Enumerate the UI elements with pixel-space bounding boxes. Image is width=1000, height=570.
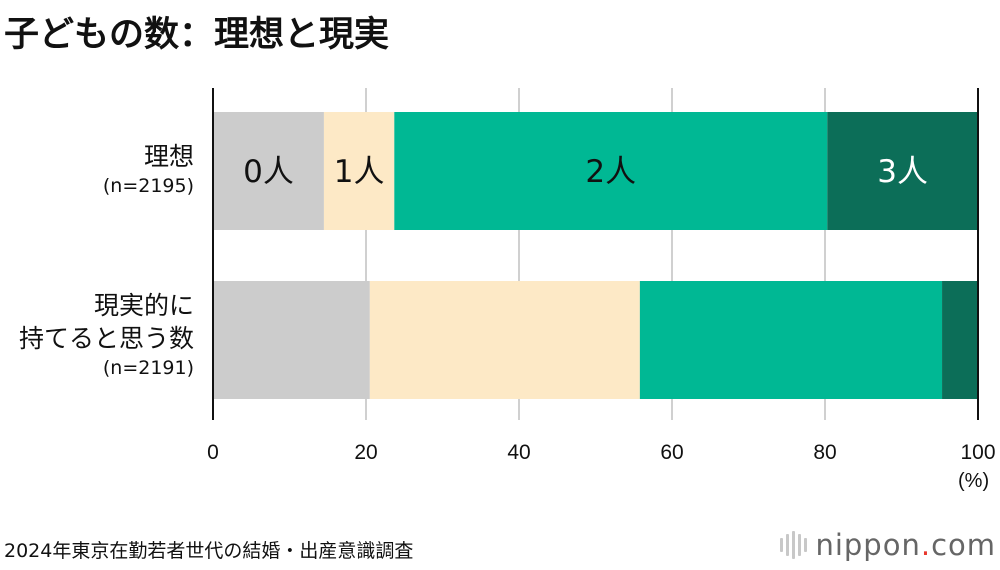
brand-logo: nippon.com [780, 528, 996, 562]
x-tick-label-20: 20 [354, 441, 377, 464]
segment-labels: 0人 1人 2人 3人 [243, 154, 928, 190]
source-note: 2024年東京在勤若者世代の結婚・出産意識調査 [4, 540, 414, 562]
bar-1-segment-1 [213, 112, 324, 230]
x-axis-unit: (%) [958, 470, 990, 492]
series-label-2: 1人 [334, 154, 385, 190]
row-label-2: 現実的に持てると思う数 (n=2191) [19, 289, 194, 381]
chart-title: 子どもの数：理想と現実 [4, 15, 390, 55]
brand-wordmark: nippon.com [815, 528, 996, 562]
x-tick-label-40: 40 [507, 441, 530, 464]
row-label-1-count: (n=2195) [102, 175, 194, 197]
logo-bars-icon [780, 531, 808, 559]
bar-2-segment-3 [639, 281, 943, 399]
x-axis: 0 20 40 60 80 100 [207, 88, 996, 464]
row-label-1: 理想 (n=2195) [103, 140, 194, 199]
bar-1-segment-4 [827, 112, 978, 230]
x-tick-label-0: 0 [207, 441, 219, 464]
series-label-4: 3人 [877, 154, 928, 190]
row-label-2-line-2: 持てると思う数 [18, 324, 194, 353]
bar-2-segment-1 [213, 281, 370, 399]
bar-1-segment-2 [323, 112, 395, 230]
row-label-2-line-1: 現実的に [93, 291, 194, 320]
bar-1-segment-3 [394, 112, 828, 230]
x-tick-label-100: 100 [960, 441, 995, 464]
x-tick-label-80: 80 [813, 441, 836, 464]
x-tick-label-60: 60 [660, 441, 683, 464]
bar-segments [213, 112, 978, 399]
bar-2-segment-2 [369, 281, 640, 399]
row-label-1-line-1: 理想 [143, 142, 194, 171]
bar-2-segment-4 [942, 281, 978, 399]
series-label-3: 2人 [585, 154, 636, 190]
series-label-1: 0人 [243, 154, 294, 190]
row-label-2-count: (n=2191) [102, 357, 194, 379]
